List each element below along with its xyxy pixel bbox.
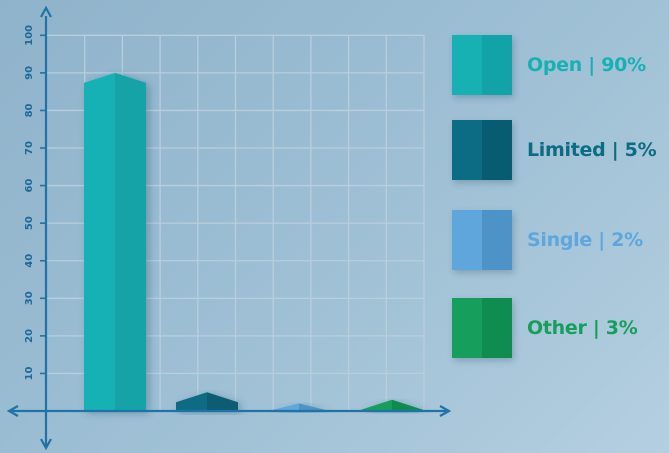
- y-axis-arrow-top: [40, 5, 52, 18]
- bar-open: [84, 72, 146, 412]
- y-tick-label: 20: [24, 329, 35, 343]
- legend-swatch-other: [452, 298, 512, 358]
- y-tick-label: 90: [24, 66, 35, 80]
- bar-face-right: [115, 72, 146, 412]
- y-axis-arrow-bottom: [40, 438, 52, 451]
- y-tick-label: 50: [24, 216, 35, 230]
- legend-swatch-open: [452, 35, 512, 95]
- bar-face-left: [176, 392, 207, 411]
- bar-face-left: [268, 403, 299, 411]
- bar-limited: [176, 392, 238, 411]
- chart-axes: [6, 5, 452, 451]
- x-axis-arrow-right: [439, 405, 452, 417]
- y-tick-label: 60: [24, 179, 35, 193]
- bar-other: [361, 399, 423, 411]
- bar-face-left: [361, 399, 392, 411]
- legend-label-other: Other | 3%: [527, 317, 638, 339]
- y-tick-label: 40: [24, 254, 35, 268]
- legend-label-open: Open | 90%: [527, 54, 646, 76]
- bar-face-right: [207, 392, 238, 411]
- legend-item-other: Other | 3%: [452, 298, 638, 358]
- legend-item-open: Open | 90%: [452, 35, 646, 95]
- legend-label-single: Single | 2%: [527, 229, 643, 251]
- bar-chart: 10 20 30 40 50 60 70 80 90 100: [6, 5, 452, 451]
- y-tick-label: 70: [24, 141, 35, 155]
- chart-legend: Open | 90% Limited | 5% Single | 2% Othe…: [452, 0, 669, 453]
- legend-item-limited: Limited | 5%: [452, 120, 657, 180]
- bar-face-left: [84, 72, 115, 412]
- bar-face-right: [392, 399, 423, 411]
- legend-label-limited: Limited | 5%: [527, 139, 657, 161]
- chart-bars: [84, 72, 423, 412]
- y-tick-label: 10: [24, 366, 35, 380]
- bar-single: [268, 403, 330, 411]
- x-axis-arrow-left: [6, 405, 19, 417]
- y-tick-label: 80: [24, 103, 35, 117]
- y-axis-ticks: 10 20 30 40 50 60 70 80 90 100: [24, 25, 35, 381]
- legend-swatch-single: [452, 210, 512, 270]
- legend-item-single: Single | 2%: [452, 210, 643, 270]
- y-tick-label: 30: [24, 291, 35, 305]
- bar-face-right: [299, 403, 330, 411]
- legend-swatch-limited: [452, 120, 512, 180]
- y-tick-label: 100: [24, 25, 35, 46]
